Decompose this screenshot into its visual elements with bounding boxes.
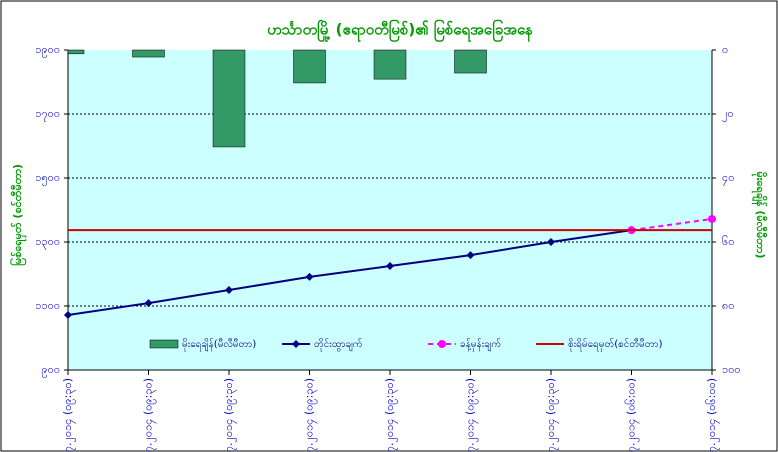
legend-label: စိုးရိမ်ရေမှတ်(စင်တီမီတာ)	[568, 337, 663, 352]
legend-marker	[292, 340, 300, 348]
point	[386, 262, 394, 270]
bar	[67, 49, 85, 55]
y-tick-label: ၁၉၀၀	[35, 43, 60, 58]
bar	[454, 49, 487, 74]
x-tick-label: ၁၄.၇.၂၀၁၄ (၀၆:၀၀)	[625, 378, 640, 452]
point	[144, 299, 153, 308]
y-tick-label: ၁၁၀၀	[35, 299, 60, 312]
x-tick-label: ၁၁.၇.၂၀၁၄ (၀၉:၃၀)	[383, 378, 398, 452]
y2-tick-label: ၂၀	[722, 107, 734, 122]
x-tick-label: ၉.၇.၂၀၁၄ (၀၉:၃၀)	[222, 378, 237, 452]
point	[225, 286, 233, 294]
y-tick-label: ၁၇၀၀	[35, 107, 60, 122]
legend-label: တိုင်းထွာချက်	[314, 337, 363, 352]
legend-label: ခန့်မှန်းချက်	[460, 337, 501, 352]
point	[305, 272, 314, 281]
point	[708, 214, 716, 223]
legend-label: မိုးရေချိန်(မီလီမီတာ)	[182, 337, 256, 352]
bar	[212, 49, 246, 148]
y2-tick-label: ၄၀	[722, 171, 734, 186]
y2-tick-label: ၆၀	[722, 235, 734, 248]
y2-tick-label: ၈၀	[722, 299, 734, 312]
y2-tick-label: ၀	[722, 43, 728, 56]
bar	[132, 49, 165, 58]
x-tick-label: ၈.၇.၂၀၁၄ (၀၉:၃၀)	[142, 378, 157, 452]
y-tick-label: ၁၅၀၀	[35, 171, 60, 186]
y2-tick-label: ၁၀၀	[722, 363, 741, 376]
y-tick-label: ၁၃၀၀	[35, 235, 60, 250]
x-tick-label: ၁၃.၇.၂၀၁၄ (၀၉:၃၀)	[544, 378, 559, 452]
plot-area	[68, 50, 712, 370]
point	[547, 238, 555, 246]
y2-axis-title: မိုးရေချိန် (မီလီမီတာ)	[751, 172, 768, 259]
legend-swatch	[149, 339, 179, 349]
x-tick-label: ၁၀.၇.၂၀၁၄ (၀၉:၃၀)	[303, 378, 318, 452]
x-tick-label: ၁၅.၇.၂၀၁၄ (၀၆:၀၀)	[705, 378, 720, 452]
x-tick-label: ၇.၇.၂၀၁၄ (၀၉:၃၀)	[61, 378, 76, 452]
bar	[293, 49, 326, 84]
x-tick-label: ၁၂.၇.၂၀၁၄ (၀၉:၃၀)	[464, 378, 479, 452]
y-tick-label: ၉၀၀	[41, 363, 60, 378]
line	[631, 217, 713, 232]
line	[67, 229, 632, 316]
bar	[373, 49, 407, 80]
point	[466, 251, 475, 260]
y-axis-title: မြစ်ရေမှတ် (စင်တီမီတာ)	[9, 164, 27, 266]
legend-marker	[438, 340, 446, 348]
point	[64, 310, 72, 319]
